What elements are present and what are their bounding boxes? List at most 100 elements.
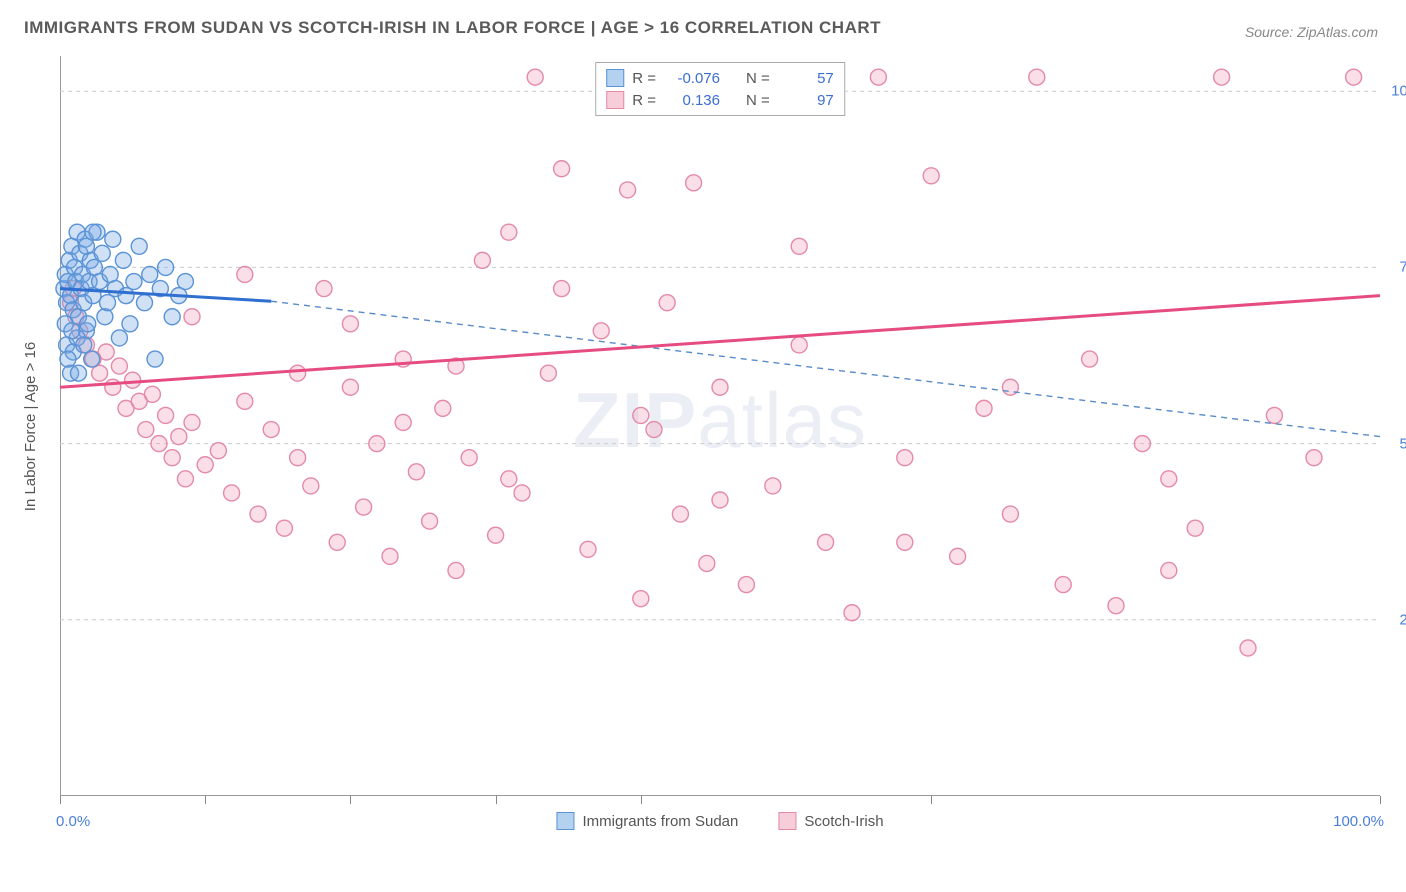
data-point (184, 309, 200, 325)
data-point (115, 252, 131, 268)
data-point (342, 316, 358, 332)
data-point (356, 499, 372, 515)
data-point (177, 471, 193, 487)
data-point (316, 281, 332, 297)
legend-swatch-scotch-irish (606, 91, 624, 109)
data-point (210, 443, 226, 459)
data-point (122, 316, 138, 332)
data-point (382, 548, 398, 564)
x-axis-min-label: 0.0% (56, 813, 90, 830)
legend-item-sudan: Immigrants from Sudan (556, 812, 738, 830)
data-point (712, 379, 728, 395)
data-point (1266, 407, 1282, 423)
data-point (100, 295, 116, 311)
data-point (540, 365, 556, 381)
y-tick-label: 75.0% (1399, 259, 1406, 276)
data-point (94, 245, 110, 261)
n-label: N = (746, 92, 770, 109)
chart-title: IMMIGRANTS FROM SUDAN VS SCOTCH-IRISH IN… (24, 18, 881, 38)
data-point (303, 478, 319, 494)
source-attribution: Source: ZipAtlas.com (1245, 24, 1378, 40)
data-point (92, 365, 108, 381)
legend-swatch-sudan (606, 69, 624, 87)
data-point (136, 295, 152, 311)
r-label: R = (632, 92, 656, 109)
data-point (197, 457, 213, 473)
data-point (85, 224, 101, 240)
data-point (105, 379, 121, 395)
data-point (80, 316, 96, 332)
data-point (1002, 506, 1018, 522)
legend-label-scotch-irish: Scotch-Irish (804, 813, 883, 830)
x-tick (641, 796, 642, 804)
y-axis-label-container: In Labor Force | Age > 16 (16, 56, 46, 796)
data-point (126, 274, 142, 290)
data-point (474, 252, 490, 268)
data-point (97, 309, 113, 325)
data-point (125, 372, 141, 388)
x-tick (1380, 796, 1381, 804)
data-point (60, 351, 76, 367)
data-point (593, 323, 609, 339)
x-tick (205, 796, 206, 804)
data-point (142, 266, 158, 282)
data-point (408, 464, 424, 480)
legend-stats-row-2: R = 0.136 N = 97 (606, 89, 834, 111)
data-point (620, 182, 636, 198)
data-point (276, 520, 292, 536)
x-tick (60, 796, 61, 804)
data-point (488, 527, 504, 543)
x-tick (931, 796, 932, 804)
data-point (158, 259, 174, 275)
data-point (290, 365, 306, 381)
data-point (897, 450, 913, 466)
scatter-svg (60, 56, 1380, 796)
data-point (158, 407, 174, 423)
data-point (1240, 640, 1256, 656)
data-point (554, 161, 570, 177)
data-point (870, 69, 886, 85)
data-point (329, 534, 345, 550)
data-point (164, 450, 180, 466)
y-tick-label: 25.0% (1399, 611, 1406, 628)
y-axis-label: In Labor Force | Age > 16 (23, 341, 40, 510)
data-point (224, 485, 240, 501)
n-value-sudan: 57 (778, 70, 834, 87)
legend-series: Immigrants from Sudan Scotch-Irish (556, 812, 883, 830)
x-tick (496, 796, 497, 804)
data-point (633, 407, 649, 423)
data-point (818, 534, 834, 550)
data-point (118, 288, 134, 304)
data-point (1161, 562, 1177, 578)
data-point (147, 351, 163, 367)
data-point (237, 393, 253, 409)
data-point (448, 562, 464, 578)
data-point (461, 450, 477, 466)
data-point (1161, 471, 1177, 487)
data-point (177, 274, 193, 290)
y-tick-label: 50.0% (1399, 435, 1406, 452)
r-label: R = (632, 70, 656, 87)
data-point (435, 400, 451, 416)
data-point (84, 351, 100, 367)
data-point (580, 541, 596, 557)
data-point (422, 513, 438, 529)
regression-line (60, 296, 1380, 388)
data-point (151, 436, 167, 452)
r-value-sudan: -0.076 (664, 70, 720, 87)
data-point (263, 422, 279, 438)
n-value-scotch-irish: 97 (778, 92, 834, 109)
data-point (554, 281, 570, 297)
n-label: N = (746, 70, 770, 87)
data-point (699, 555, 715, 571)
data-point (1029, 69, 1045, 85)
data-point (501, 224, 517, 240)
data-point (514, 485, 530, 501)
data-point (738, 577, 754, 593)
data-point (369, 436, 385, 452)
data-point (844, 605, 860, 621)
data-point (70, 365, 86, 381)
data-point (791, 238, 807, 254)
data-point (659, 295, 675, 311)
x-axis-max-label: 100.0% (1333, 813, 1384, 830)
